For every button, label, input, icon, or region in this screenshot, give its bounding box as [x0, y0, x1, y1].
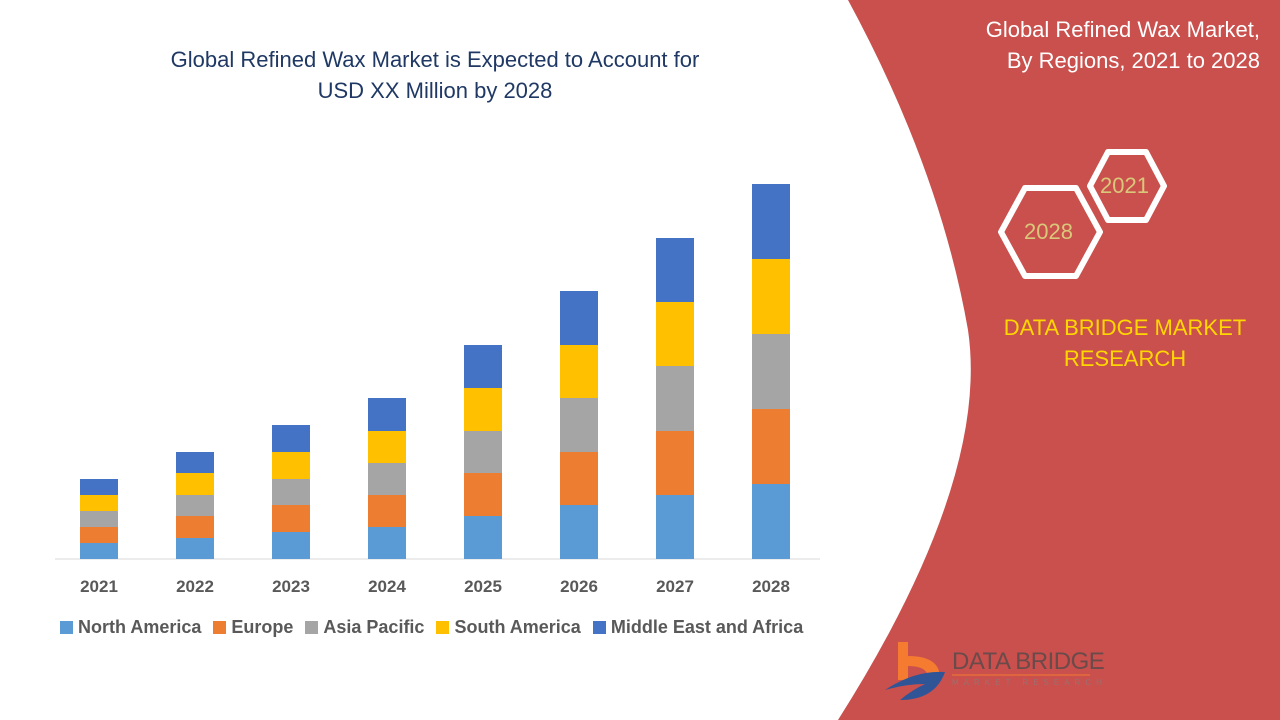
legend-label: Middle East and Africa — [610, 617, 804, 637]
bar-segment-2023-north-america — [272, 532, 310, 559]
bar-segment-2028-middle-east-and-africa — [752, 184, 790, 259]
side-panel — [838, 0, 1280, 720]
side-title-line-1: Global Refined Wax Market, — [985, 17, 1260, 42]
legend-item-north-america: North America — [60, 617, 201, 638]
bar-segment-2025-north-america — [464, 516, 502, 559]
bar-segment-2021-asia-pacific — [80, 511, 118, 527]
bar-segment-2022-south-america — [176, 473, 214, 495]
bar-segment-2024-north-america — [368, 527, 406, 559]
chart-title-line-2: USD XX Million by 2028 — [317, 78, 553, 103]
legend: North America Europe Asia Pacific South … — [60, 617, 803, 638]
bar-segment-2025-europe — [464, 473, 502, 516]
bar-segment-2022-europe — [176, 516, 214, 538]
x-tick-label: 2027 — [656, 577, 694, 596]
brand-text: DATA BRIDGE MARKET RESEARCH — [990, 312, 1260, 374]
bar-segment-2028-south-america — [752, 259, 790, 334]
side-title-line-2: By Regions, 2021 to 2028 — [1006, 48, 1260, 73]
bar-segment-2026-north-america — [560, 505, 598, 559]
bar-segment-2021-north-america — [80, 543, 118, 559]
logo-icon — [885, 642, 945, 700]
chart-title: Global Refined Wax Market is Expected to… — [120, 44, 750, 106]
brand-line-2: RESEARCH — [1063, 346, 1187, 371]
x-tick-labels: 2021 2022 2023 2024 2025 2026 2027 2028 — [80, 577, 790, 596]
legend-label: North America — [78, 617, 202, 637]
brand-line-1: DATA BRIDGE MARKET — [1003, 315, 1247, 340]
x-tick-label: 2028 — [752, 577, 790, 596]
bar-segment-2025-south-america — [464, 388, 502, 431]
legend-label: Europe — [231, 617, 294, 637]
bar-segment-2023-asia-pacific — [272, 479, 310, 505]
legend-item-middle-east-africa: Middle East and Africa — [592, 617, 804, 638]
bar-segment-2021-middle-east-and-africa — [80, 479, 118, 495]
hexagon-2021 — [1087, 149, 1167, 223]
bar-segment-2026-asia-pacific — [560, 398, 598, 452]
legend-item-south-america: South America — [436, 617, 581, 638]
hexagon-2028 — [998, 185, 1103, 279]
bar-segment-2027-south-america — [656, 302, 694, 366]
legend-swatch — [213, 621, 227, 634]
legend-label: Asia Pacific — [323, 617, 425, 637]
bar-segment-2024-asia-pacific — [368, 463, 406, 495]
bar-segment-2021-europe — [80, 527, 118, 543]
chart-title-line-1: Global Refined Wax Market is Expected to… — [170, 47, 700, 72]
legend-item-europe: Europe — [213, 617, 293, 638]
legend-swatch — [60, 621, 73, 634]
x-tick-label: 2026 — [560, 577, 598, 596]
bar-segment-2022-north-america — [176, 538, 214, 559]
bar-segment-2024-south-america — [368, 431, 406, 463]
x-tick-label: 2024 — [368, 577, 406, 596]
x-tick-label: 2025 — [464, 577, 502, 596]
bar-segment-2025-middle-east-and-africa — [464, 345, 502, 388]
bar-segment-2028-north-america — [752, 484, 790, 559]
bar-segment-2028-asia-pacific — [752, 334, 790, 409]
side-title: Global Refined Wax Market, By Regions, 2… — [900, 14, 1260, 76]
bar-segment-2027-asia-pacific — [656, 366, 694, 431]
bar-segment-2021-south-america — [80, 495, 118, 511]
logo-subtext: MARKET RESEARCH — [952, 678, 1107, 687]
bar-segment-2023-europe — [272, 505, 310, 532]
logo-text: DATA BRIDGE — [952, 648, 1105, 675]
x-tick-label: 2022 — [176, 577, 214, 596]
legend-swatch — [436, 621, 450, 634]
hex-label-2028: 2028 — [1024, 219, 1073, 244]
bar-segment-2022-middle-east-and-africa — [176, 452, 214, 473]
bar-segment-2023-south-america — [272, 452, 310, 479]
bar-segment-2023-middle-east-and-africa — [272, 425, 310, 452]
bar-segment-2028-europe — [752, 409, 790, 484]
bar-segment-2025-asia-pacific — [464, 431, 502, 473]
hex-label-2021: 2021 — [1100, 173, 1149, 198]
bar-segment-2027-middle-east-and-africa — [656, 238, 694, 302]
legend-swatch — [305, 621, 319, 634]
bar-segment-2027-north-america — [656, 495, 694, 559]
bar-segment-2026-middle-east-and-africa — [560, 291, 598, 345]
legend-swatch — [592, 621, 606, 634]
legend-item-asia-pacific: Asia Pacific — [305, 617, 424, 638]
bar-segment-2022-asia-pacific — [176, 495, 214, 516]
x-tick-label: 2023 — [272, 577, 310, 596]
bar-segment-2024-europe — [368, 495, 406, 527]
bar-segment-2026-europe — [560, 452, 598, 505]
legend-label: South America — [454, 617, 581, 637]
bar-segment-2027-europe — [656, 431, 694, 495]
x-tick-label: 2021 — [80, 577, 118, 596]
bar-segment-2026-south-america — [560, 345, 598, 398]
bars — [80, 184, 790, 559]
bar-segment-2024-middle-east-and-africa — [368, 398, 406, 431]
